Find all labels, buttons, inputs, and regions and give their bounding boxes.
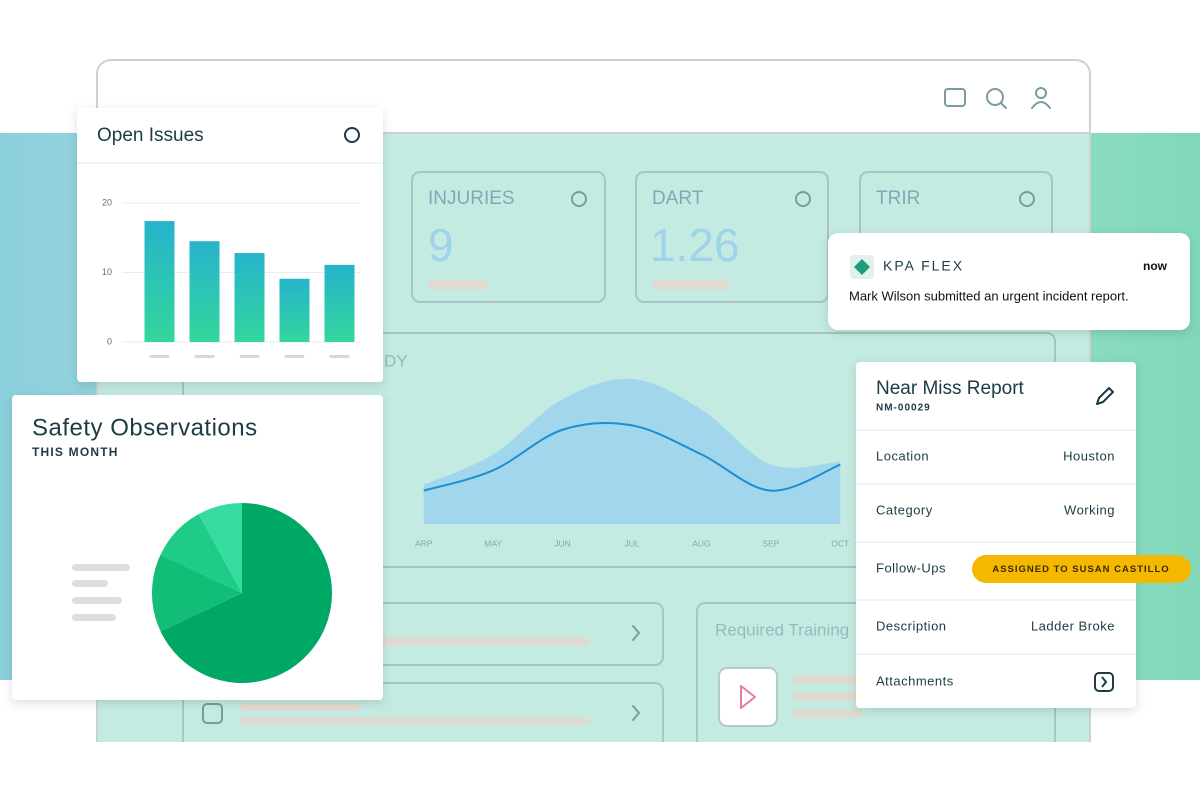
category-placeholder	[149, 355, 170, 358]
settings-icon[interactable]	[571, 191, 587, 207]
kpi-cards: INJURIES 9 DART 1.26 TRIR	[411, 171, 1053, 303]
card-subtitle: THIS MONTH	[32, 445, 119, 459]
category-placeholder	[329, 355, 350, 358]
pie-slice	[160, 514, 242, 593]
bar-chart: 0 10 20	[102, 197, 360, 358]
placeholder	[240, 717, 590, 725]
kpi-label: TRIR	[876, 188, 920, 209]
search-icon[interactable]	[986, 88, 1004, 106]
field-value: Working	[1064, 502, 1115, 517]
placeholder	[240, 703, 360, 711]
bar	[189, 241, 220, 342]
message: Mark Wilson submitted an urgent incident…	[849, 288, 1129, 303]
user-body	[1031, 101, 1051, 109]
assignee-badge[interactable]	[972, 555, 1191, 583]
row-dividers	[856, 429, 1136, 655]
kpi-value: 9	[428, 219, 454, 271]
x-tick-label: SEP	[762, 538, 779, 548]
x-tick-label: OCT	[831, 538, 849, 548]
field-label: Attachments	[876, 673, 954, 688]
placeholder	[792, 709, 862, 718]
badge-text: ASSIGNED TO SUSAN CASTILLO	[992, 564, 1169, 575]
y-tick-label: 10	[102, 267, 112, 277]
open-attachments[interactable]	[1094, 672, 1114, 692]
panel-title: Required Training	[715, 620, 849, 639]
line	[423, 422, 841, 492]
field-value: Ladder Broke	[1031, 618, 1115, 633]
placeholder	[380, 637, 590, 646]
kpi-card[interactable]	[635, 171, 829, 303]
chevron	[632, 705, 640, 721]
logo-mark	[854, 259, 870, 275]
pie-slice	[198, 503, 242, 593]
header-icons	[944, 87, 1051, 109]
placeholder	[792, 675, 872, 684]
card-title: Near Miss Report	[876, 378, 1025, 399]
kpi-card[interactable]	[411, 171, 606, 303]
card[interactable]	[828, 233, 1190, 330]
card	[856, 362, 1136, 708]
trend-chart: ARP MAY JUN JUL AUG SEP OCT	[415, 378, 849, 548]
settings-icon[interactable]	[344, 127, 360, 143]
field-value: Houston	[1063, 448, 1115, 463]
bar	[324, 264, 355, 342]
x-tick-label: JUL	[624, 538, 639, 548]
placeholder	[72, 597, 122, 604]
kpi-label: DART	[652, 188, 704, 209]
field-label: Location	[876, 448, 929, 463]
kpi-value: 1.26	[650, 219, 740, 271]
settings-icon[interactable]	[1019, 191, 1035, 207]
card-title: Open Issues	[97, 125, 204, 146]
bar	[144, 221, 175, 342]
card-title: Safety Observations	[32, 414, 258, 441]
placeholder	[72, 580, 108, 587]
pie-slice	[152, 554, 242, 632]
x-tick-label: MAY	[484, 538, 502, 548]
inbox-icon[interactable]	[944, 88, 966, 107]
category-placeholder	[194, 355, 215, 358]
bar	[279, 278, 310, 342]
edit-icon[interactable]	[1096, 387, 1114, 405]
checklist-icon	[202, 703, 223, 724]
play-icon	[740, 685, 756, 709]
placeholder	[72, 564, 130, 571]
settings-icon[interactable]	[795, 191, 811, 207]
area	[423, 378, 841, 524]
category-placeholder	[284, 355, 305, 358]
pie-chart	[152, 503, 332, 683]
app-name: KPA FLEX	[883, 258, 964, 274]
placeholder	[72, 614, 116, 621]
placeholder	[652, 280, 730, 290]
bar	[234, 253, 265, 342]
x-tick-label: JUN	[554, 538, 571, 548]
x-tick-label: AUG	[692, 538, 710, 548]
placeholder	[428, 280, 488, 290]
field-label: Follow-Ups	[876, 560, 946, 575]
video-thumb[interactable]	[718, 667, 778, 727]
field-label: Description	[876, 618, 947, 633]
pie-slice	[160, 503, 332, 683]
y-tick-label: 20	[102, 197, 112, 207]
trend-title: DY	[384, 351, 408, 370]
x-tick-label: ARP	[415, 538, 433, 548]
kpi-label: INJURIES	[428, 188, 515, 209]
category-placeholder	[239, 355, 260, 358]
time: now	[1143, 259, 1168, 273]
chevron	[1101, 676, 1108, 688]
fade	[90, 742, 1100, 800]
report-id: NM-00029	[876, 403, 931, 414]
legend-placeholders	[72, 564, 130, 621]
y-tick-label: 0	[107, 336, 112, 346]
notification	[828, 233, 1190, 330]
user-icon[interactable]	[1035, 87, 1047, 99]
chevron	[632, 625, 640, 641]
field-label: Category	[876, 502, 933, 517]
near-miss-card	[856, 362, 1136, 708]
search-handle	[1000, 102, 1007, 109]
